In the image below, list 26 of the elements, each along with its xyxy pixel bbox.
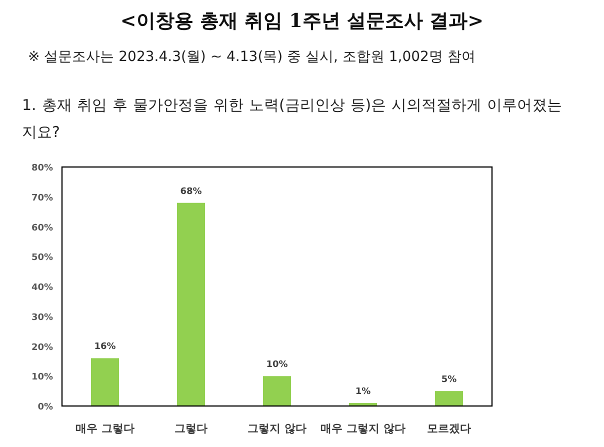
x-tick-label: 그렇다 <box>174 422 208 435</box>
bar <box>263 376 291 406</box>
bar <box>91 358 119 406</box>
y-tick-label: 60% <box>31 223 53 234</box>
data-label: 16% <box>94 342 116 352</box>
y-tick-label: 10% <box>31 372 53 383</box>
data-label: 68% <box>180 186 202 197</box>
chart-title: <이창용 총재 취임 1주년 설문조사 결과> <box>119 9 485 34</box>
data-label: 1% <box>355 387 371 398</box>
chart-subtitle: ※ 설문조사는 2023.4.3(월) ~ 4.13(목) 중 실시, 조합원 1,002명 참여 <box>28 48 476 66</box>
y-tick-label: 40% <box>31 283 53 293</box>
y-tick-label: 70% <box>31 193 53 204</box>
y-tick-label: 0% <box>38 402 53 412</box>
y-tick-label: 50% <box>31 253 53 264</box>
y-tick-label: 20% <box>31 342 53 353</box>
y-tick-label: 30% <box>31 312 53 323</box>
y-tick-label: 80% <box>31 164 53 174</box>
bar <box>435 391 463 406</box>
text: 1. 총재 취임 후 물가안정을 위한 노력(금리인상 등)은 시의적절하게 이루어졌는지요? <box>22 95 562 143</box>
data-label: 10% <box>266 360 288 370</box>
bar <box>177 202 205 406</box>
x-tick-label: 그렇지 않다 <box>248 422 306 435</box>
x-tick-label: 모르겠다 <box>427 422 471 435</box>
x-tick-label: 매우 그렇지 않다 <box>320 422 406 435</box>
x-tick-label: 매우 그렇다 <box>76 422 134 435</box>
data-label: 5% <box>441 375 457 386</box>
